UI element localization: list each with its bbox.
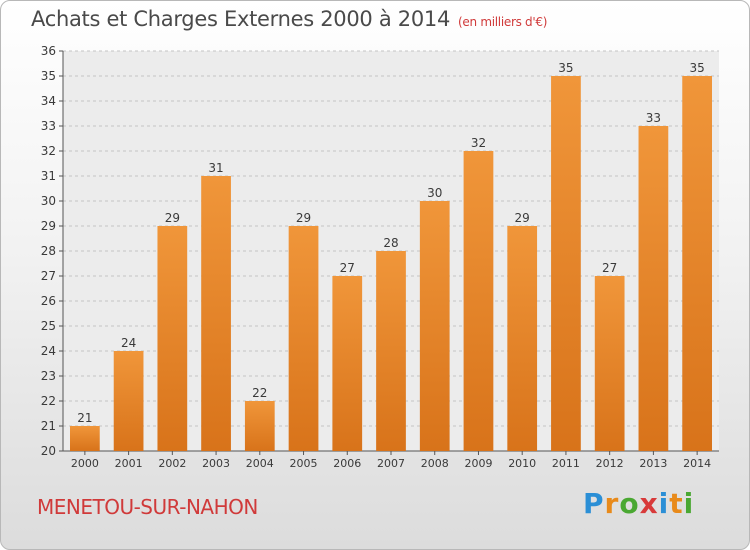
y-tick-label: 29 <box>41 219 56 233</box>
chart-title-text: Achats et Charges Externes 2000 à 2014 <box>31 7 451 31</box>
bar <box>463 151 494 451</box>
data-label: 30 <box>427 186 442 200</box>
y-tick-label: 28 <box>41 244 56 258</box>
data-label: 28 <box>383 236 398 250</box>
data-label: 33 <box>646 111 661 125</box>
x-tick-label: 2005 <box>290 457 318 470</box>
data-label: 29 <box>296 211 311 225</box>
logo-letter: t <box>669 487 684 520</box>
bar <box>157 226 188 451</box>
bar <box>113 351 144 451</box>
data-label: 29 <box>165 211 180 225</box>
logo-letter: o <box>619 487 640 520</box>
bar <box>332 276 363 451</box>
data-label: 31 <box>208 161 223 175</box>
x-tick-label: 2013 <box>639 457 667 470</box>
logo-letter: r <box>604 487 620 520</box>
data-label: 27 <box>602 261 617 275</box>
y-tick-label: 26 <box>41 294 56 308</box>
x-tick-label: 2011 <box>552 457 580 470</box>
y-tick-label: 32 <box>41 144 56 158</box>
logo-letter: P <box>583 487 605 520</box>
x-tick-label: 2010 <box>508 457 536 470</box>
bar <box>638 126 669 451</box>
y-tick-label: 35 <box>41 69 56 83</box>
y-tick-label: 21 <box>41 419 56 433</box>
commune-name: MENETOU-SUR-NAHON <box>37 495 258 519</box>
x-tick-label: 2001 <box>115 457 143 470</box>
data-label: 22 <box>252 386 267 400</box>
y-tick-label: 23 <box>41 369 56 383</box>
x-tick-label: 2000 <box>71 457 99 470</box>
bar <box>682 76 713 451</box>
bar <box>288 226 319 451</box>
logo-letter: i <box>658 487 670 520</box>
y-tick-label: 27 <box>41 269 56 283</box>
bar <box>201 176 231 451</box>
x-tick-label: 2006 <box>333 457 361 470</box>
chart-title: Achats et Charges Externes 2000 à 2014 (e… <box>31 7 547 31</box>
y-tick-label: 24 <box>41 344 56 358</box>
bar <box>507 226 538 451</box>
x-tick-label: 2008 <box>421 457 449 470</box>
bar <box>244 401 275 451</box>
data-label: 32 <box>471 136 486 150</box>
bar <box>551 76 581 451</box>
chart-subtitle: (en milliers d'€) <box>458 15 548 29</box>
data-label: 21 <box>77 411 92 425</box>
data-label: 35 <box>558 61 573 75</box>
x-tick-label: 2007 <box>377 457 405 470</box>
y-tick-label: 31 <box>41 169 56 183</box>
bar <box>594 276 625 451</box>
y-tick-label: 34 <box>41 94 56 108</box>
data-label: 27 <box>340 261 355 275</box>
x-tick-label: 2004 <box>246 457 274 470</box>
y-tick-label: 30 <box>41 194 56 208</box>
y-tick-label: 36 <box>41 44 56 58</box>
x-tick-label: 2002 <box>158 457 186 470</box>
x-tick-label: 2003 <box>202 457 230 470</box>
data-label: 29 <box>515 211 530 225</box>
bar <box>69 426 100 451</box>
proxiti-logo[interactable]: Proxiti <box>583 487 694 520</box>
bar <box>419 201 450 451</box>
y-tick-label: 33 <box>41 119 56 133</box>
data-label: 35 <box>689 61 704 75</box>
x-tick-label: 2014 <box>683 457 711 470</box>
logo-letter: i <box>683 487 695 520</box>
bar <box>376 251 406 451</box>
y-tick-label: 22 <box>41 394 56 408</box>
x-tick-label: 2012 <box>596 457 624 470</box>
x-tick-label: 2009 <box>464 457 492 470</box>
y-tick-label: 20 <box>41 444 56 458</box>
y-tick-label: 25 <box>41 319 56 333</box>
data-label: 24 <box>121 336 136 350</box>
logo-letter: x <box>639 487 659 520</box>
